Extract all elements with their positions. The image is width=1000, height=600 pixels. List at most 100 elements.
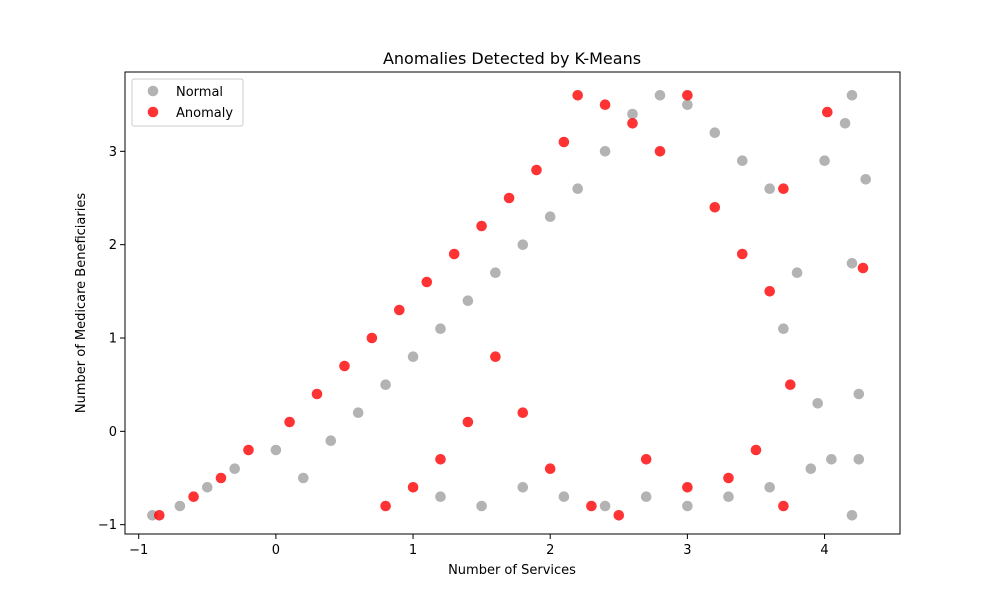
normal-point bbox=[654, 90, 666, 101]
normal-point bbox=[174, 500, 186, 512]
normal-point bbox=[860, 174, 871, 185]
anomaly-point bbox=[284, 416, 295, 428]
legend: Normal Anomaly bbox=[131, 78, 244, 127]
normal-point bbox=[826, 454, 837, 465]
anomaly-point bbox=[311, 388, 323, 400]
anomaly-point bbox=[531, 164, 542, 176]
normal-point bbox=[627, 108, 638, 120]
anomaly-point bbox=[476, 220, 487, 232]
y-tick-label: 0 bbox=[109, 425, 117, 440]
normal-point bbox=[517, 239, 529, 250]
anomaly-point bbox=[366, 332, 378, 344]
y-axis-label: Number of Medicare Beneficiaries bbox=[74, 193, 89, 413]
normal-point bbox=[846, 90, 858, 101]
anomaly-point bbox=[394, 304, 405, 316]
anomaly-point bbox=[654, 146, 666, 157]
anomaly-point bbox=[462, 416, 474, 428]
anomaly-point bbox=[764, 286, 775, 297]
normal-point bbox=[839, 118, 851, 129]
anomaly-point bbox=[857, 262, 869, 274]
normal-point bbox=[709, 127, 721, 138]
anomaly-point bbox=[503, 192, 515, 204]
normal-point bbox=[682, 500, 693, 512]
plot-area bbox=[124, 71, 901, 535]
x-tick-label: 0 bbox=[272, 543, 280, 558]
anomaly-point bbox=[407, 482, 419, 493]
anomaly-point bbox=[599, 99, 611, 110]
normal-point bbox=[476, 500, 487, 512]
legend-label-normal: Normal bbox=[176, 85, 223, 100]
normal-point bbox=[298, 472, 309, 484]
anomaly-point bbox=[339, 360, 350, 372]
normal-point bbox=[846, 510, 858, 521]
legend-marker-normal bbox=[147, 85, 159, 97]
anomaly-point bbox=[188, 491, 199, 503]
anomaly-point bbox=[682, 90, 693, 101]
normal-point bbox=[723, 491, 734, 503]
anomaly-point bbox=[785, 379, 796, 391]
normal-point bbox=[778, 323, 789, 335]
normal-point bbox=[846, 258, 858, 269]
normal-point bbox=[380, 379, 391, 391]
anomaly-point bbox=[517, 407, 529, 419]
x-tick-label: 4 bbox=[820, 543, 828, 558]
legend-box bbox=[131, 78, 244, 127]
anomaly-point bbox=[627, 118, 638, 129]
anomaly-point bbox=[421, 276, 433, 288]
anomaly-point bbox=[586, 500, 597, 512]
normal-point bbox=[853, 454, 865, 465]
anomaly-point bbox=[448, 248, 460, 260]
chart-title: Anomalies Detected by K-Means bbox=[383, 49, 641, 68]
normal-point bbox=[462, 295, 474, 307]
normal-point bbox=[517, 482, 529, 493]
ticks-layer: −1 0 1 2 3 4 −1 0 1 2 3 bbox=[98, 145, 829, 558]
normal-point bbox=[599, 146, 611, 157]
anomaly-point bbox=[435, 454, 446, 465]
anomaly-point bbox=[572, 90, 583, 101]
x-tick-label: −1 bbox=[129, 543, 148, 558]
x-axis-label: Number of Services bbox=[448, 563, 576, 578]
anomaly-point bbox=[154, 510, 165, 521]
normal-point bbox=[435, 491, 446, 503]
normal-point bbox=[352, 407, 364, 419]
anomaly-point bbox=[709, 202, 721, 213]
normal-point bbox=[325, 435, 337, 447]
anomaly-point bbox=[822, 106, 833, 118]
normal-point bbox=[853, 388, 865, 400]
normal-point bbox=[682, 99, 693, 110]
normal-point bbox=[490, 267, 501, 279]
y-tick-label: 3 bbox=[109, 145, 117, 160]
normal-point bbox=[202, 482, 213, 493]
normal-point bbox=[737, 155, 748, 166]
normal-point bbox=[764, 482, 775, 493]
normal-point bbox=[764, 183, 775, 194]
normal-point bbox=[558, 491, 570, 503]
normal-point bbox=[599, 500, 611, 512]
y-tick-label: 2 bbox=[109, 238, 117, 253]
anomaly-point bbox=[723, 472, 734, 484]
normal-point bbox=[572, 183, 583, 194]
anomaly-point bbox=[544, 463, 556, 475]
normal-point bbox=[819, 155, 830, 166]
points-layer bbox=[147, 90, 871, 521]
x-tick-label: 2 bbox=[546, 543, 554, 558]
anomaly-point bbox=[778, 183, 789, 194]
normal-point bbox=[407, 351, 419, 363]
anomaly-point bbox=[640, 454, 652, 465]
normal-point bbox=[812, 398, 823, 409]
normal-point bbox=[791, 267, 803, 279]
anomaly-point bbox=[380, 500, 391, 512]
anomaly-point bbox=[613, 510, 625, 521]
x-tick-label: 1 bbox=[409, 543, 417, 558]
normal-point bbox=[229, 463, 240, 475]
normal-point bbox=[435, 323, 446, 335]
legend-label-anomaly: Anomaly bbox=[176, 106, 233, 121]
anomaly-point bbox=[243, 444, 254, 456]
normal-point bbox=[270, 444, 282, 456]
x-tick-label: 3 bbox=[683, 543, 691, 558]
normal-point bbox=[640, 491, 652, 503]
normal-point bbox=[544, 211, 556, 222]
anomaly-point bbox=[682, 482, 693, 493]
y-tick-label: 1 bbox=[109, 332, 117, 347]
